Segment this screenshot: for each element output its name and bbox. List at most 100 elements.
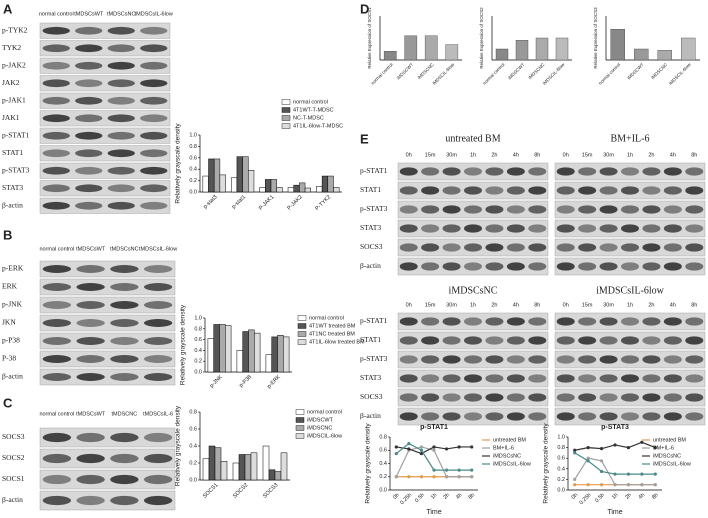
- blot-band: [642, 317, 661, 326]
- legend-label: iMDSCWT: [307, 417, 334, 423]
- blot-band: [76, 337, 105, 345]
- row-label: p-TYK2: [2, 25, 28, 34]
- x-tick-label: iMDSCWT: [507, 62, 526, 81]
- row-label: p-STAT1: [2, 130, 30, 139]
- blot-band: [556, 262, 575, 271]
- y-tick-label: 0.8: [557, 445, 565, 451]
- blot-band: [464, 317, 482, 326]
- point: [586, 446, 590, 450]
- lane-header: 2h: [648, 152, 654, 158]
- bar: [242, 331, 249, 373]
- blot-band: [42, 301, 72, 309]
- blot-band: [506, 355, 525, 364]
- blot-strip: [39, 260, 176, 278]
- blot-band: [421, 355, 440, 364]
- blot-band: [140, 131, 168, 140]
- lane-header: 2h: [491, 302, 497, 308]
- blot-title: untreated BM: [445, 133, 500, 144]
- blot-band: [421, 224, 440, 233]
- bar: [219, 174, 226, 193]
- row-label: JAK2: [2, 78, 20, 87]
- lane-header: 4h: [670, 152, 676, 158]
- blot-band: [599, 374, 618, 383]
- blot-strip: [39, 92, 171, 109]
- y-axis-label: Relative Expression of SOCS2: [479, 7, 484, 69]
- blot-band: [107, 44, 135, 53]
- blot-band: [442, 186, 461, 195]
- blot-band: [442, 167, 461, 176]
- lane-header: normal control: [39, 11, 74, 17]
- blot-band: [42, 474, 72, 485]
- row-label: p-STAT3: [360, 354, 388, 363]
- bar: [445, 44, 459, 61]
- blot-band: [663, 243, 682, 252]
- bar: [213, 158, 221, 193]
- blot-band: [506, 224, 525, 233]
- bar: [316, 186, 323, 193]
- blot-band: [485, 205, 504, 214]
- row-label: p-P38: [2, 336, 20, 345]
- blot-band: [663, 336, 682, 345]
- row-label: p-JNK: [2, 300, 23, 309]
- lane-header: tMDSCsWT: [76, 411, 106, 417]
- blot-band: [110, 373, 139, 381]
- point: [653, 472, 657, 476]
- y-tick-label: 0.4: [557, 466, 565, 472]
- blot-band: [464, 412, 482, 421]
- blot-band: [421, 205, 440, 214]
- x-tick-label: iMDSCWT: [396, 62, 415, 81]
- point: [613, 472, 617, 476]
- row-label: SOCS3: [360, 242, 383, 251]
- bar: [555, 37, 569, 61]
- x-tick-label: 0h: [392, 492, 401, 501]
- blot-band: [140, 201, 168, 210]
- blot-band: [75, 79, 103, 88]
- point: [470, 445, 474, 449]
- row-label: STAT1: [360, 185, 381, 194]
- blot-band: [485, 317, 504, 326]
- blot-band: [685, 224, 704, 233]
- blot-band: [642, 374, 661, 383]
- bar: [236, 350, 243, 373]
- row-label: p-JAK2: [2, 60, 26, 69]
- y-tick-label: 0.0: [194, 369, 202, 375]
- blot-band: [621, 317, 639, 326]
- blot-band: [663, 224, 682, 233]
- blot-band: [663, 167, 682, 176]
- point: [394, 451, 398, 456]
- y-axis-label: Relatively grayscale density: [365, 423, 372, 504]
- blot-band: [685, 205, 704, 214]
- row-label: P-38: [2, 354, 16, 363]
- blot-band: [42, 61, 70, 70]
- x-axis-label: Time: [426, 509, 441, 516]
- bar: [230, 177, 238, 193]
- point: [599, 483, 604, 487]
- point: [640, 483, 644, 487]
- legend-label: normal control: [309, 315, 344, 321]
- legend-label: normal control: [293, 99, 328, 105]
- blot-band: [75, 44, 103, 53]
- y-tick-label: 0.0: [189, 477, 197, 483]
- y-tick-label: 0.8: [189, 409, 197, 415]
- blot-band: [599, 262, 618, 271]
- bar: [238, 454, 246, 481]
- point: [626, 483, 631, 487]
- x-tick-label: p-stat3: [202, 194, 218, 210]
- blot-band: [140, 96, 168, 105]
- lane-header: tMDSCsNC: [107, 11, 135, 17]
- blot-band: [464, 186, 482, 195]
- bar: [283, 336, 290, 373]
- bar: [383, 51, 397, 61]
- blot-band: [76, 319, 105, 327]
- blot-band: [685, 317, 704, 326]
- bar: [515, 40, 529, 61]
- blot-band: [599, 224, 618, 233]
- panel-label: B: [3, 227, 12, 242]
- blot-band: [528, 355, 547, 364]
- blot-band: [621, 205, 639, 214]
- bar: [287, 187, 294, 193]
- bar: [274, 471, 282, 481]
- blot-band: [107, 61, 135, 70]
- blot-band: [621, 393, 639, 402]
- blot-band: [556, 167, 575, 176]
